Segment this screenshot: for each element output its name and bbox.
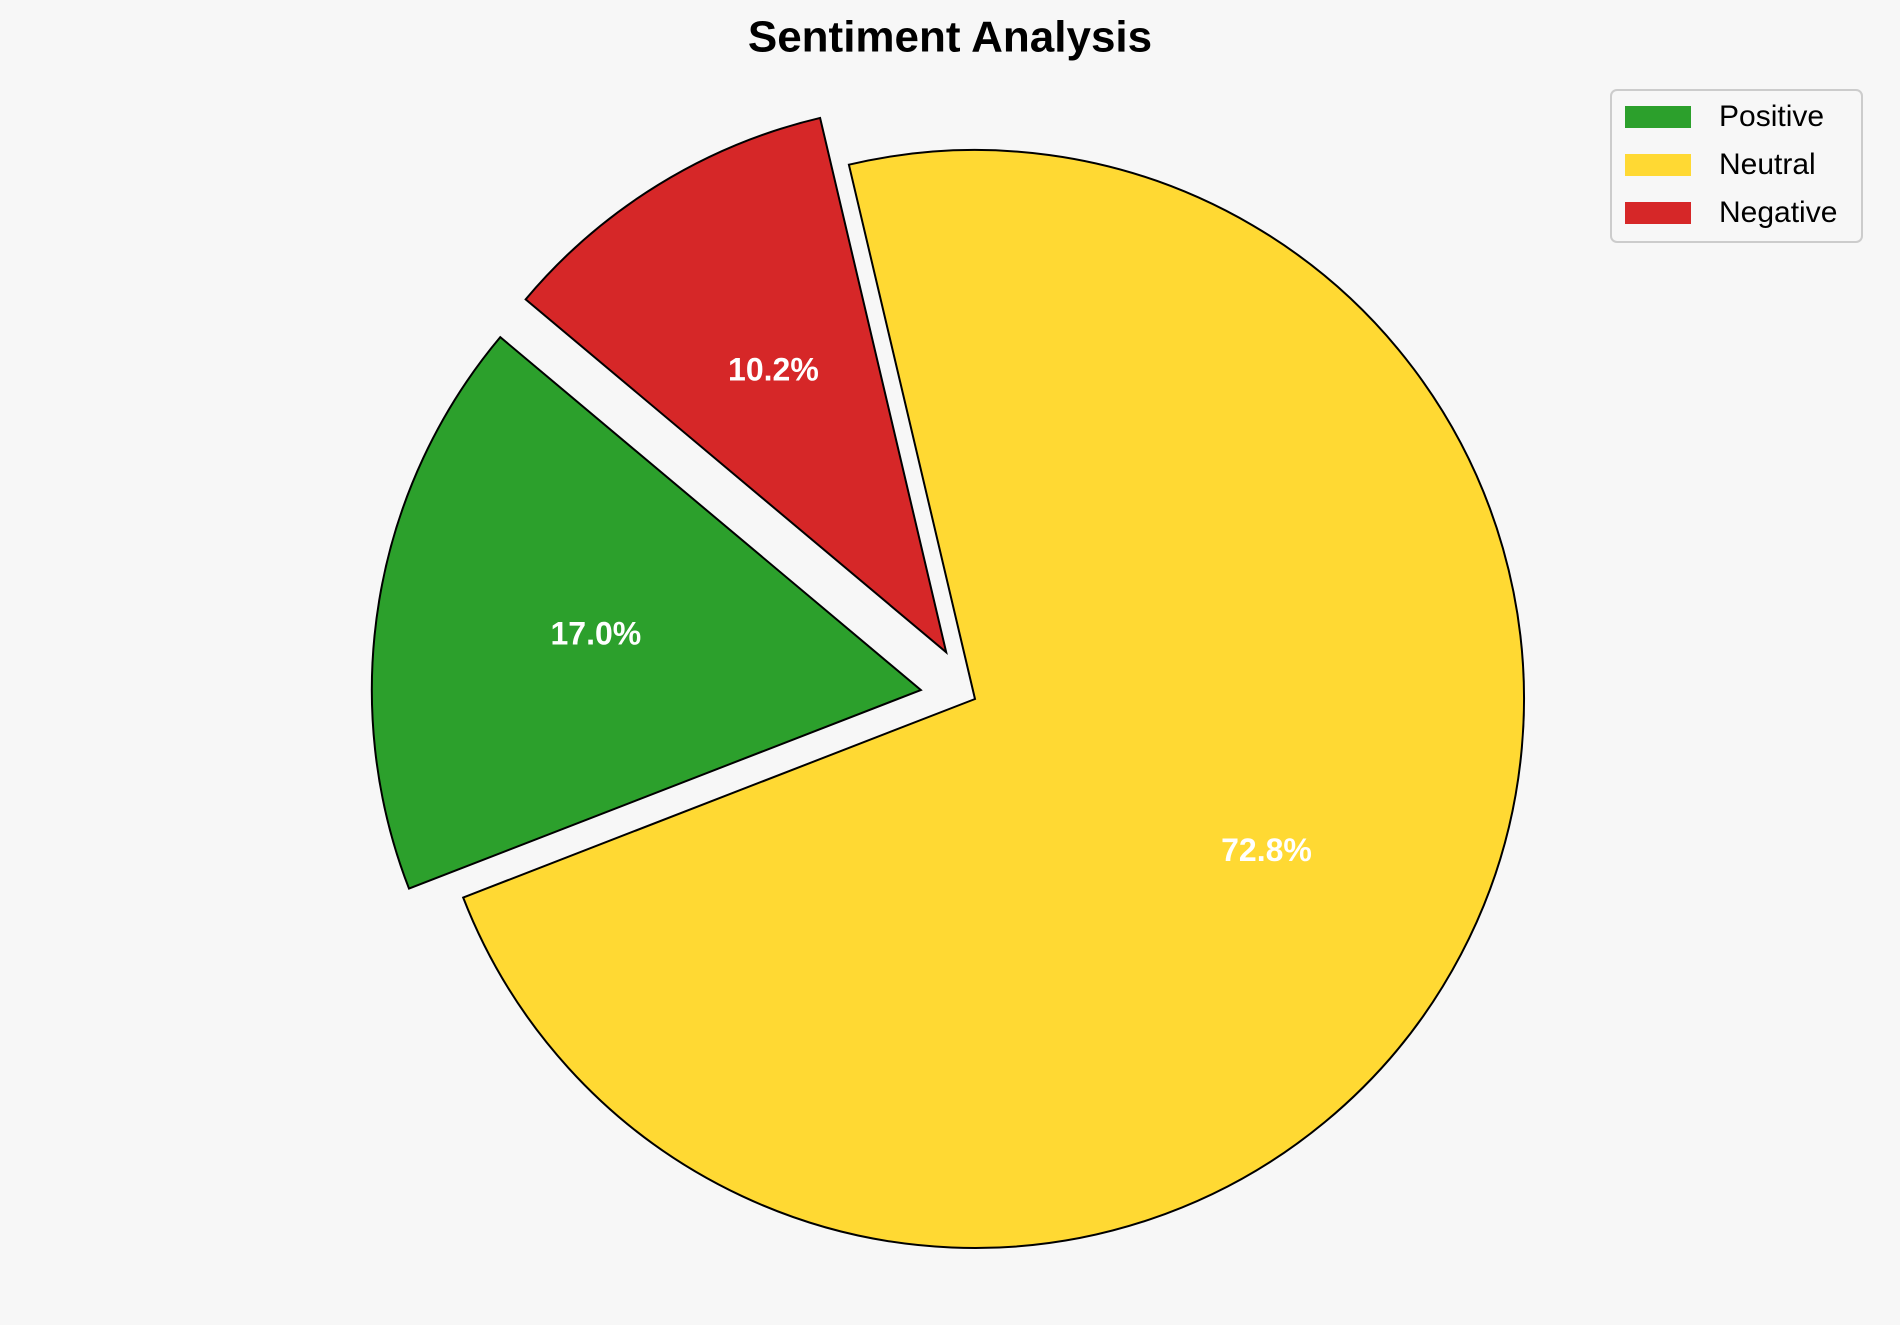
slice-label: 72.8% [1221,832,1312,868]
slice-label: 10.2% [728,351,819,387]
legend-label: Positive [1719,100,1824,133]
legend: Positive Neutral Negative [1610,89,1863,243]
legend-label: Neutral [1719,148,1816,181]
legend-swatch [1625,154,1691,176]
pie-slice [370,335,923,890]
legend-label: Negative [1719,196,1837,229]
pie-slice [524,116,948,655]
pie-slice [461,149,1525,1249]
legend-swatch [1625,202,1691,224]
chart-title: Sentiment Analysis [748,13,1152,62]
legend-swatch [1625,106,1691,128]
slice-label: 17.0% [550,616,641,652]
